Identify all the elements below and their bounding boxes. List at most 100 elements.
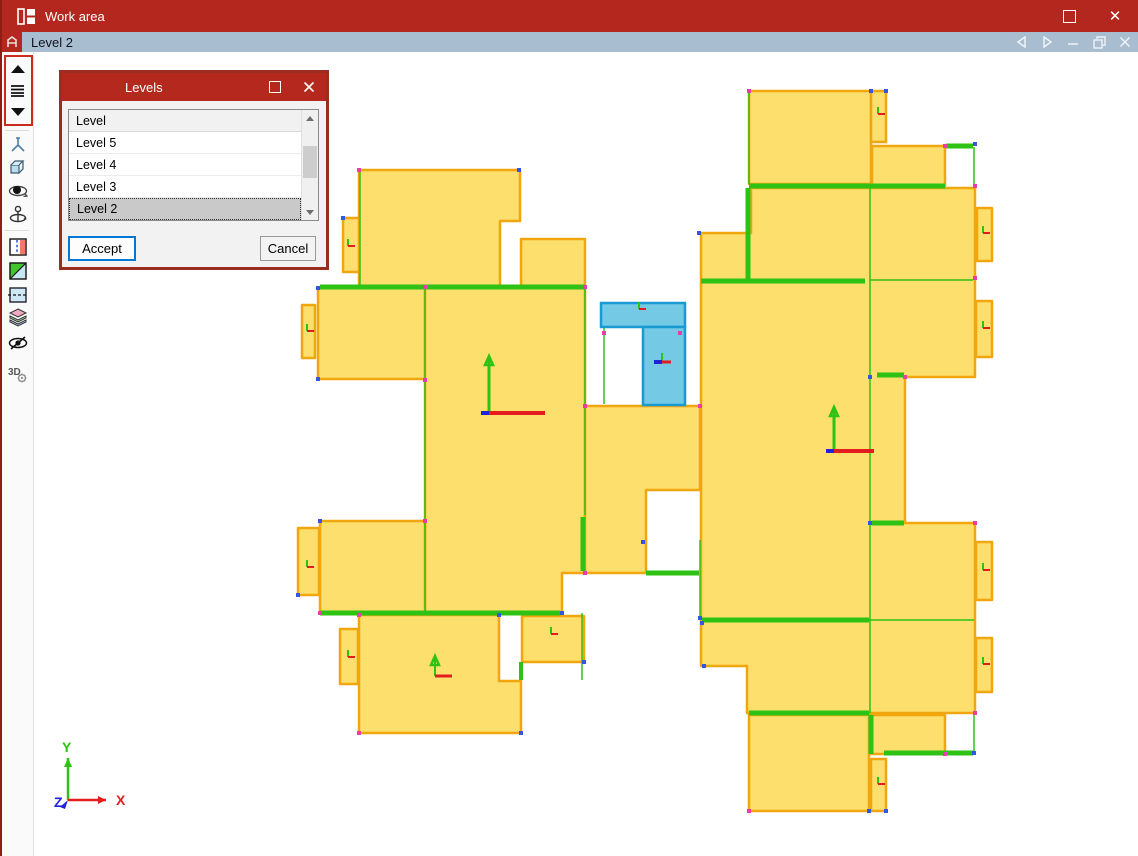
axes-icon: [10, 137, 25, 152]
minimize-mdi-button[interactable]: [1060, 32, 1086, 52]
list-icon: [11, 84, 24, 97]
corner-marker: [943, 144, 947, 148]
slab-polygon[interactable]: [869, 89, 888, 144]
corner-marker: [697, 231, 701, 235]
global-axis-y-label: Y: [62, 739, 72, 755]
hidden-eye-icon: [8, 336, 27, 350]
corner-marker: [583, 404, 587, 408]
orbit-view-button[interactable]: [5, 180, 30, 202]
slab-polygon[interactable]: [316, 286, 427, 381]
slab-polygon[interactable]: [975, 206, 994, 263]
slab-polygon[interactable]: [296, 526, 321, 597]
close-button[interactable]: ✕: [1108, 7, 1122, 25]
toolbar-separator: [5, 130, 29, 131]
level-list-button[interactable]: [5, 79, 30, 101]
scrollbar-thumb[interactable]: [303, 146, 317, 178]
close-mdi-button[interactable]: [1112, 32, 1138, 52]
scrollbar-up-button[interactable]: [302, 110, 318, 126]
floor-plan-canvas[interactable]: Y X Z: [34, 52, 1138, 856]
scrollbar-down-button[interactable]: [302, 204, 318, 220]
slab-polygon[interactable]: [583, 404, 702, 575]
corner-marker: [497, 613, 501, 617]
next-level-button[interactable]: [1034, 32, 1060, 52]
levels-dialog: Levels Level Level 5 Level 4 Level 3 Level …: [59, 70, 329, 270]
slab-display-button[interactable]: [5, 260, 30, 282]
scroll-up-button[interactable]: [5, 58, 30, 80]
levels-list-header: Level: [69, 110, 301, 132]
corner-marker: [423, 519, 427, 523]
selected-stair-slab[interactable]: [599, 301, 687, 329]
opening-icon: [7, 287, 28, 303]
layers-button[interactable]: [5, 307, 30, 329]
corner-marker: [318, 519, 322, 523]
previous-level-button[interactable]: [1008, 32, 1034, 52]
corner-marker: [602, 331, 606, 335]
global-axis-x-label: X: [116, 792, 126, 808]
levels-scrollbar[interactable]: [301, 110, 318, 220]
slab-polygon[interactable]: [357, 613, 523, 735]
section-plane-button[interactable]: [5, 236, 30, 258]
corner-marker: [700, 621, 704, 625]
corner-marker: [903, 375, 907, 379]
view-3d-options-button[interactable]: 3D: [5, 363, 30, 385]
triangle-up-icon: [10, 65, 25, 73]
level-row[interactable]: Level 4: [69, 154, 301, 176]
corner-marker: [583, 285, 587, 289]
slab-polygon[interactable]: [423, 285, 587, 615]
corner-marker: [884, 89, 888, 93]
corner-marker: [973, 276, 977, 280]
slab-polygon[interactable]: [747, 713, 871, 813]
opening-button[interactable]: [5, 284, 30, 306]
axes-button[interactable]: [5, 134, 30, 156]
levels-dialog-titlebar[interactable]: Levels: [62, 73, 326, 101]
maximize-button[interactable]: [1046, 0, 1092, 32]
corner-marker: [357, 731, 361, 735]
app-icon: [17, 7, 35, 25]
dialog-close-icon: [303, 81, 315, 93]
corner-marker: [583, 571, 587, 575]
rotate-view-button[interactable]: [5, 204, 30, 226]
cube-view-button[interactable]: [5, 157, 30, 179]
selected-stair-slab[interactable]: [641, 325, 687, 407]
orbit-eye-icon: [8, 185, 28, 198]
scroll-up-arrow-icon: [306, 115, 314, 121]
corner-marker: [747, 89, 751, 93]
dialog-close-button[interactable]: [292, 73, 326, 101]
scroll-down-button[interactable]: [5, 101, 30, 123]
level-row[interactable]: Level 5: [69, 132, 301, 154]
slab-polygon[interactable]: [868, 713, 947, 756]
corner-marker: [582, 660, 586, 664]
scroll-down-arrow-icon: [306, 209, 314, 215]
corner-marker: [357, 613, 361, 617]
slab-polygon[interactable]: [747, 89, 873, 186]
corner-marker: [296, 593, 300, 597]
global-axis-z-arrowhead: [60, 800, 68, 809]
cancel-button[interactable]: Cancel: [260, 236, 316, 261]
accept-button[interactable]: Accept: [68, 236, 136, 261]
window-titlebar: Work area ✕: [2, 0, 1138, 32]
mdi-titlebar: Level 2: [2, 32, 1138, 52]
dialog-maximize-icon: [269, 81, 281, 93]
restore-mdi-button[interactable]: [1086, 32, 1112, 52]
corner-marker: [560, 611, 564, 615]
slab-polygon[interactable]: [519, 237, 587, 289]
corner-marker: [747, 809, 751, 813]
global-axis-y-arrowhead: [64, 758, 72, 767]
corner-marker: [868, 521, 872, 525]
maximize-icon: [1062, 9, 1076, 23]
slab-polygon[interactable]: [520, 614, 586, 664]
level-group-highlight: [4, 55, 33, 126]
slab-display-icon: [8, 262, 27, 280]
corner-marker: [423, 378, 427, 382]
dialog-maximize-button[interactable]: [258, 73, 292, 101]
slab-polygon[interactable]: [357, 168, 522, 289]
level-row[interactable]: Level 3: [69, 176, 301, 198]
slab-polygon[interactable]: [318, 519, 427, 615]
hide-elements-button[interactable]: [5, 332, 30, 354]
slab-polygon[interactable]: [870, 144, 947, 188]
corner-marker: [973, 711, 977, 715]
levels-dialog-title: Levels: [125, 79, 163, 95]
corner-marker: [641, 540, 645, 544]
corner-marker: [423, 285, 427, 289]
level-row[interactable]: Level 2: [69, 198, 301, 220]
